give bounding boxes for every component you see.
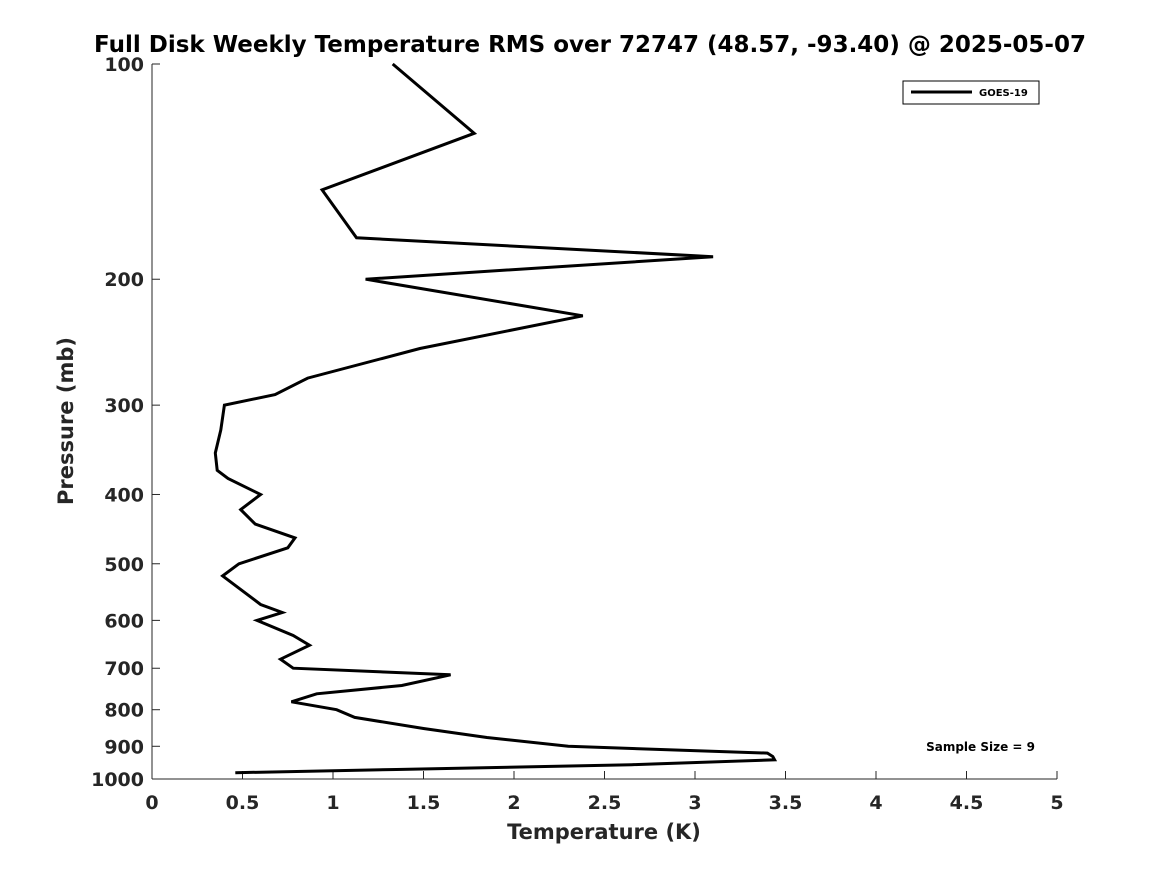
x-tick-label: 3: [688, 792, 701, 814]
chart-title: Full Disk Weekly Temperature RMS over 72…: [94, 32, 1086, 58]
y-axis-label: Pressure (mb): [54, 337, 78, 505]
legend-label-goes-19: GOES-19: [979, 88, 1028, 99]
x-ticks: 0 0.5 1 1.5 2 2.5 3 3.5 4 4.5 5: [145, 771, 1064, 814]
series-group: [213, 62, 778, 775]
y-tick-label: 1000: [91, 769, 144, 791]
y-tick-label: 900: [104, 736, 144, 758]
plot-area: [151, 64, 1057, 780]
y-tick-label: 700: [104, 658, 144, 680]
y-tick-label: 200: [104, 269, 144, 291]
x-tick-label: 5: [1050, 792, 1063, 814]
x-tick-label: 2.5: [588, 792, 622, 814]
sample-size-annotation: Sample Size = 9: [926, 740, 1035, 754]
x-tick-label: 0.5: [226, 792, 260, 814]
y-tick-label: 500: [104, 554, 144, 576]
x-tick-label: 4: [869, 792, 882, 814]
y-tick-label: 100: [104, 54, 144, 76]
x-tick-label: 0: [145, 792, 158, 814]
x-tick-label: 4.5: [950, 792, 984, 814]
y-ticks: 100 200 300 400 500 600 700 800 900 1000: [91, 54, 160, 791]
series-line-0: [213, 62, 778, 775]
x-tick-label: 2: [507, 792, 520, 814]
x-tick-label: 1: [326, 792, 339, 814]
y-tick-label: 300: [104, 395, 144, 417]
x-axis-label: Temperature (K): [507, 820, 701, 844]
x-tick-label: 3.5: [769, 792, 803, 814]
y-tick-label: 600: [104, 610, 144, 632]
y-tick-label: 800: [104, 700, 144, 722]
y-tick-label: 400: [104, 484, 144, 506]
legend: GOES-19: [902, 80, 1040, 105]
x-tick-label: 1.5: [407, 792, 441, 814]
